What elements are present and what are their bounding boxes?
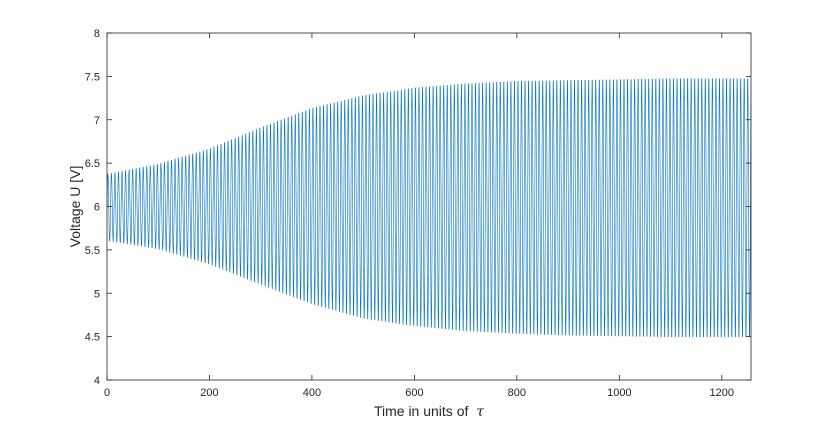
y-tick-label: 5.5 bbox=[85, 245, 100, 257]
series-line-0 bbox=[106, 78, 752, 338]
x-tick-label: 400 bbox=[303, 387, 321, 399]
y-tick-label: 4.5 bbox=[85, 332, 100, 344]
x-tick-label: 200 bbox=[200, 387, 218, 399]
x-axis: 0 200 400 600 800 1000 1200 bbox=[104, 33, 734, 399]
tau-symbol: τ bbox=[476, 404, 484, 420]
y-tick-label: 8 bbox=[94, 28, 100, 40]
x-axis-label-text: Time in units of bbox=[374, 403, 469, 419]
y-tick-label: 5 bbox=[94, 288, 100, 300]
y-axis-label: Voltage U [V] bbox=[67, 166, 83, 248]
x-tick-label: 1200 bbox=[710, 387, 734, 399]
y-tick-label: 6.5 bbox=[85, 158, 100, 170]
y-tick-label: 7.5 bbox=[85, 71, 100, 83]
y-tick-label: 7 bbox=[94, 115, 100, 127]
y-tick-label: 6 bbox=[94, 202, 100, 214]
x-tick-label: 600 bbox=[405, 387, 423, 399]
x-tick-label: 1000 bbox=[607, 387, 631, 399]
x-tick-label: 0 bbox=[104, 387, 110, 399]
x-tick-label: 800 bbox=[508, 387, 526, 399]
x-axis-label: Time in units of τ bbox=[374, 403, 484, 420]
y-tick-label: 4 bbox=[94, 375, 100, 387]
plot-area bbox=[106, 78, 752, 338]
y-axis: 4 4.5 5 5.5 6 6.5 7 7.5 8 bbox=[85, 28, 751, 387]
